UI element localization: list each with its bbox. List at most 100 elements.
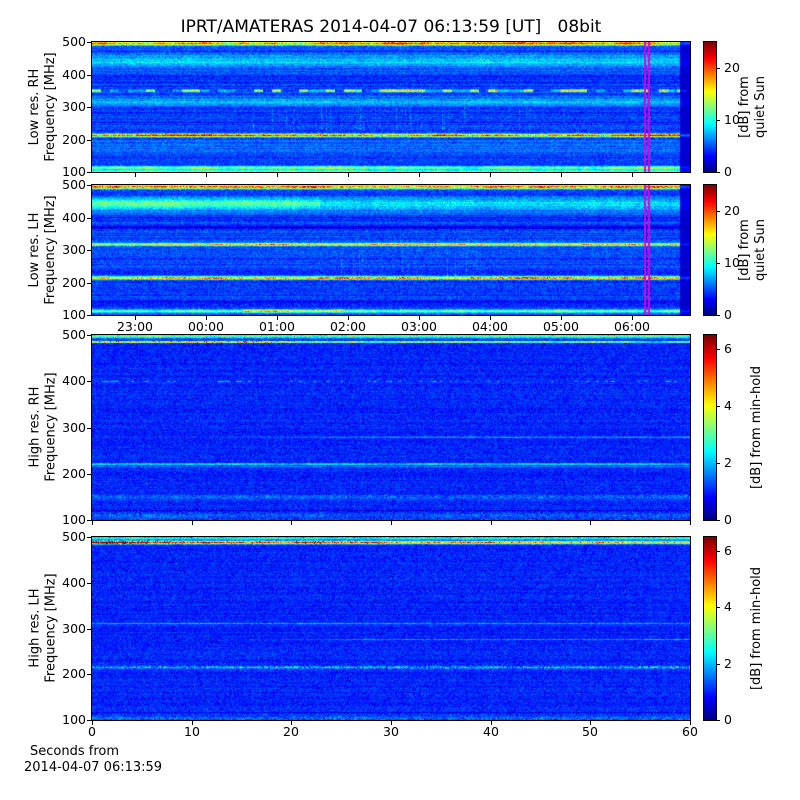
seconds-tickmark xyxy=(192,721,193,725)
time-tickmark xyxy=(348,173,349,177)
colorbar-label-min-hold-lh: [dB] from min-hold xyxy=(749,566,764,691)
colorbar-tick-label: 0 xyxy=(724,512,732,527)
seconds-tickmark xyxy=(590,521,591,525)
colorbar-tickmark xyxy=(716,211,720,212)
seconds-tickmark xyxy=(491,521,492,525)
spectrogram-low-res-rh xyxy=(91,41,691,173)
time-tickmark xyxy=(561,316,562,320)
seconds-tick-label: 40 xyxy=(483,724,499,739)
seconds-tick-label: 10 xyxy=(184,724,200,739)
time-tickmark xyxy=(206,316,207,320)
time-tick-label: 06:00 xyxy=(613,319,651,334)
time-tick-label: 02:00 xyxy=(329,319,367,334)
colorbar-tickmark xyxy=(716,120,720,121)
seconds-tickmark xyxy=(491,721,492,725)
time-tick-label: 00:00 xyxy=(187,319,225,334)
y-tick-label: 100 xyxy=(62,307,86,322)
y-tick-label: 400 xyxy=(62,67,86,82)
colorbar-tick-label: 10 xyxy=(724,112,740,127)
colorbar-label-line2: quiet Sun xyxy=(753,75,768,139)
time-tickmark xyxy=(561,173,562,177)
colorbar-label-min-hold-rh: [dB] from min-hold xyxy=(749,365,764,490)
y-tickmark xyxy=(87,629,92,630)
seconds-tick-label: 50 xyxy=(582,724,598,739)
y-tickmark xyxy=(87,720,92,721)
y-tickmark xyxy=(87,583,92,584)
seconds-tickmark xyxy=(291,721,292,725)
colorbar-tick-label: 4 xyxy=(724,398,732,413)
spectrogram-high-res-rh xyxy=(91,334,691,521)
y-tick-label: 200 xyxy=(62,275,86,290)
colorbar-tickmark xyxy=(716,263,720,264)
colorbar-tickmark xyxy=(716,551,720,552)
colorbar-tickmark xyxy=(716,172,720,173)
colorbar-tick-label: 20 xyxy=(724,203,740,218)
y-tick-label: 200 xyxy=(62,466,86,481)
y-tickmark xyxy=(87,140,92,141)
y-tickmark xyxy=(87,520,92,521)
y-tick-label: 500 xyxy=(62,177,86,192)
colorbar-label-line2: quiet Sun xyxy=(753,218,768,282)
colorbar-tick-label: 2 xyxy=(724,455,732,470)
time-tickmark xyxy=(632,316,633,320)
colorbar-high-res-lh xyxy=(703,536,717,721)
colorbar-tick-label: 0 xyxy=(724,712,732,727)
time-tick-label: 23:00 xyxy=(116,319,154,334)
colorbar-tick-label: 6 xyxy=(724,543,732,558)
time-tickmark xyxy=(348,316,349,320)
y-tick-label: 500 xyxy=(62,327,86,342)
y-tick-label: 300 xyxy=(62,420,86,435)
spectrogram-high-res-lh xyxy=(91,536,691,721)
seconds-tick-label: 30 xyxy=(383,724,399,739)
y-tickmark xyxy=(87,315,92,316)
y-tickmark xyxy=(87,250,92,251)
time-tickmark xyxy=(135,173,136,177)
colorbar-low-res-lh xyxy=(703,184,717,316)
time-tick-label: 01:00 xyxy=(258,319,296,334)
seconds-tick-label: 20 xyxy=(283,724,299,739)
colorbar-low-res-rh xyxy=(703,41,717,173)
seconds-tickmark xyxy=(291,521,292,525)
time-tickmark xyxy=(632,173,633,177)
y-tickmark xyxy=(87,172,92,173)
y-tickmark xyxy=(87,674,92,675)
time-tick-label: 04:00 xyxy=(471,319,509,334)
y-tickmark xyxy=(87,428,92,429)
time-tick-label: 05:00 xyxy=(542,319,580,334)
y-tickmark xyxy=(87,42,92,43)
colorbar-tickmark xyxy=(716,406,720,407)
ylabel-line1: Low res. LH xyxy=(27,212,42,288)
colorbar-tick-label: 6 xyxy=(724,341,732,356)
ylabel-line1: Low res. RH xyxy=(27,68,42,146)
seconds-tickmark xyxy=(92,721,93,725)
time-tickmark xyxy=(490,173,491,177)
time-tick-label: 03:00 xyxy=(400,319,438,334)
y-tick-label: 400 xyxy=(62,210,86,225)
time-tickmark xyxy=(206,173,207,177)
time-tickmark xyxy=(490,316,491,320)
y-tickmark xyxy=(87,218,92,219)
colorbar-high-res-rh xyxy=(703,334,717,521)
y-tickmark xyxy=(87,185,92,186)
colorbar-tickmark xyxy=(716,349,720,350)
y-tickmark xyxy=(87,537,92,538)
colorbar-tick-label: 4 xyxy=(724,599,732,614)
y-tickmark xyxy=(87,75,92,76)
time-tickmark xyxy=(277,316,278,320)
seconds-tick-label: 60 xyxy=(682,724,698,739)
y-tick-label: 100 xyxy=(62,512,86,527)
y-tickmark xyxy=(87,474,92,475)
seconds-tickmark xyxy=(690,721,691,725)
figure-title: IPRT/AMATERAS 2014-04-07 06:13:59 [UT] 0… xyxy=(180,17,602,37)
colorbar-tick-label: 0 xyxy=(724,164,732,179)
time-tickmark xyxy=(419,316,420,320)
y-tick-label: 400 xyxy=(62,373,86,388)
y-tick-label: 100 xyxy=(62,712,86,727)
time-tickmark xyxy=(135,316,136,320)
colorbar-tickmark xyxy=(716,520,720,521)
xaxis-label-line2: 2014-04-07 06:13:59 xyxy=(24,760,163,775)
seconds-tickmark xyxy=(690,521,691,525)
ylabel-line1: High res. LH xyxy=(27,588,43,668)
y-tick-label: 500 xyxy=(62,34,86,49)
